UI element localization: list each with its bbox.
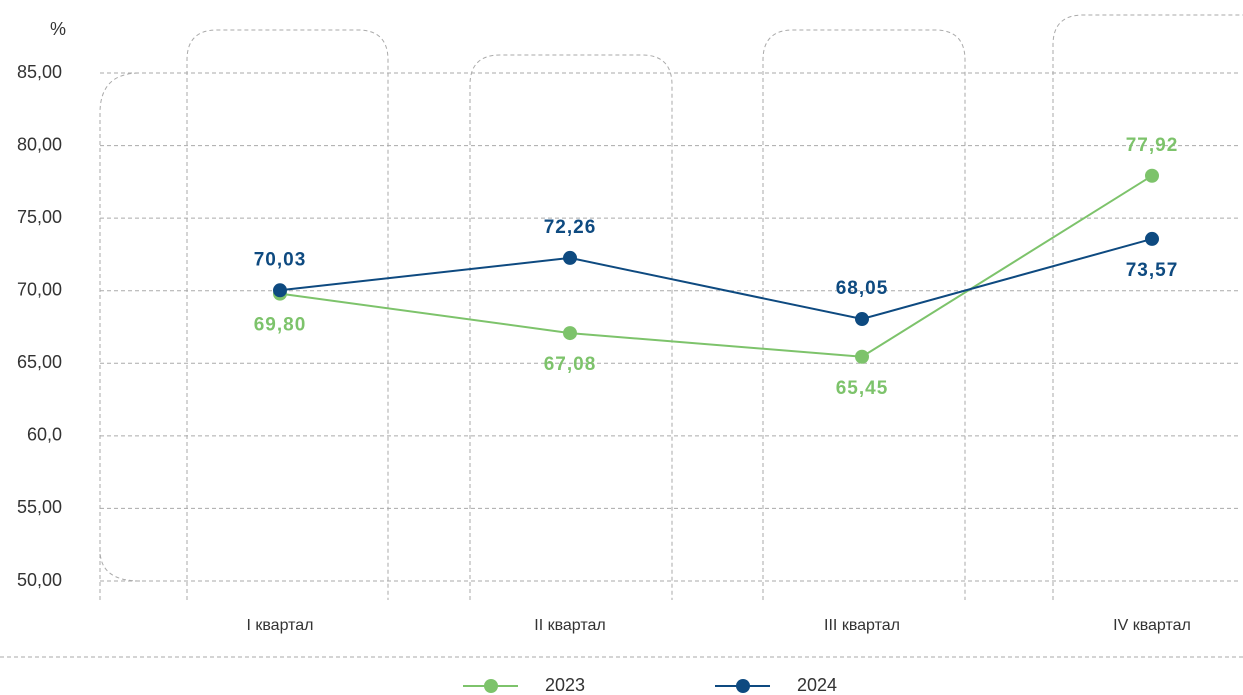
y-tick-label: 85,00 [17,62,62,82]
x-tick-label: I квартал [246,617,313,634]
y-tick-label: 70,00 [17,279,62,299]
data-point [1145,168,1159,183]
column-frame [762,29,966,600]
y-tick-label: 50,00 [17,570,62,590]
data-point [273,283,287,298]
legend-label: 2024 [797,675,837,695]
data-point [563,326,577,341]
data-point [1145,231,1159,246]
legend-label: 2023 [545,675,585,695]
data-label: 69,80 [254,315,307,336]
data-point [855,312,869,327]
column-frame [186,29,389,600]
series-line [279,174,1153,358]
legend-marker [736,679,750,693]
frame [99,549,141,582]
y-tick-label: 80,00 [17,134,62,154]
y-axis-label: % [50,19,66,39]
series-line [279,237,1153,321]
y-tick-label: 55,00 [17,497,62,517]
data-label: 68,05 [836,278,889,299]
column-frame [1052,14,1243,600]
decoration [0,14,1243,658]
x-tick-label: II квартал [534,617,605,634]
data-point [855,349,869,364]
data-label: 73,57 [1126,260,1179,281]
legend-marker [484,679,498,693]
data-point [563,250,577,265]
data-label: 70,03 [254,249,307,270]
data-label: 65,45 [836,378,889,399]
data-label: 72,26 [544,217,597,238]
frame [99,72,141,600]
x-tick-label: III квартал [824,617,900,634]
y-tick-label: 60,0 [27,425,62,445]
data-label: 67,08 [544,354,597,375]
data-label: 77,92 [1126,135,1179,156]
y-tick-label: 75,00 [17,207,62,227]
x-tick-label: IV квартал [1113,617,1191,634]
y-tick-label: 65,00 [17,352,62,372]
